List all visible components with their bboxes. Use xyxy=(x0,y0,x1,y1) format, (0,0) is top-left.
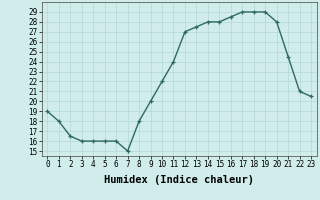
X-axis label: Humidex (Indice chaleur): Humidex (Indice chaleur) xyxy=(104,175,254,185)
